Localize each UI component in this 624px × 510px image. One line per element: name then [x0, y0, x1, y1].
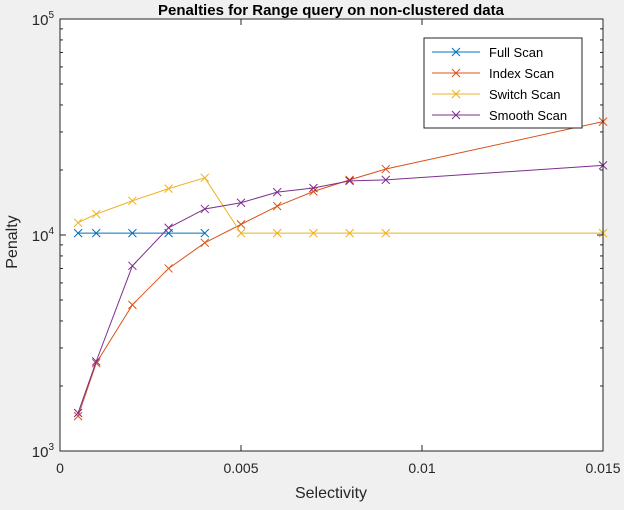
x-tick-label: 0	[56, 460, 64, 476]
full-scan-point	[200, 228, 210, 238]
legend-marker	[451, 110, 461, 120]
switch-scan-point	[309, 228, 318, 238]
smooth-scan-point	[73, 408, 83, 418]
legend-label: Index Scan	[489, 66, 554, 81]
index-scan-point	[236, 220, 246, 229]
smooth-scan-point	[200, 204, 210, 214]
x-axis-label: Selectivity	[295, 485, 367, 502]
index-scan-series	[73, 117, 608, 421]
smooth-scan-point	[164, 223, 173, 233]
legend-item-switch-scan: Switch Scan	[432, 87, 561, 102]
index-scan-point	[272, 201, 282, 211]
legend-marker	[451, 68, 461, 78]
index-scan-point	[73, 411, 83, 421]
switch-scan-point	[164, 184, 173, 193]
x-tick-label: 0.015	[585, 460, 620, 476]
full-scan-series	[73, 228, 210, 238]
full-scan-point	[91, 228, 101, 238]
tick-layer: 0 0.005 0.01 0.015 103 104 105	[32, 10, 621, 476]
series-layer	[73, 117, 608, 421]
switch-scan-point	[345, 228, 354, 238]
switch-scan-series	[73, 173, 608, 238]
switch-scan-point	[200, 173, 210, 183]
legend-item-index-scan: Index Scan	[432, 66, 554, 81]
x-tick-label: 0.005	[223, 460, 258, 476]
smooth-scan-point	[309, 183, 318, 193]
switch-scan-point	[91, 209, 101, 219]
index-scan-point	[128, 300, 137, 310]
smooth-scan-point	[236, 198, 246, 208]
y-tick-label: 104	[32, 226, 55, 245]
index-scan-point	[164, 264, 173, 273]
y-tick-label: 103	[32, 442, 55, 461]
full-scan-point	[73, 228, 83, 238]
index-scan-point	[309, 187, 318, 196]
smooth-scan-point	[91, 357, 101, 366]
switch-scan-point	[73, 218, 83, 228]
switch-scan-point	[236, 228, 246, 238]
legend-label: Full Scan	[489, 45, 543, 60]
legend-label: Smooth Scan	[489, 108, 567, 123]
index-scan-point	[381, 164, 391, 174]
full-scan-point	[128, 228, 137, 238]
legend-marker	[451, 89, 461, 99]
chart-title: Penalties for Range query on non-cluster…	[158, 2, 505, 19]
y-axis-label: Penalty	[4, 215, 21, 268]
smooth-scan-series	[73, 161, 608, 418]
switch-scan-point	[272, 228, 282, 238]
legend-marker	[451, 47, 461, 57]
index-scan-point	[200, 238, 210, 248]
legend-item-smooth-scan: Smooth Scan	[432, 108, 567, 123]
switch-scan-point	[128, 196, 137, 206]
legend: Full Scan Index Scan Switch Scan Smooth Sca…	[423, 37, 583, 129]
legend-box	[423, 37, 583, 129]
x-tick-label: 0.01	[408, 460, 435, 476]
smooth-scan-point	[272, 187, 282, 197]
switch-scan-point	[381, 228, 391, 238]
legend-item-full-scan: Full Scan	[432, 45, 543, 60]
smooth-scan-point	[345, 176, 354, 186]
index-scan-point	[91, 358, 101, 368]
y-tick-label: 105	[32, 10, 55, 29]
legend-label: Switch Scan	[489, 87, 561, 102]
index-scan-point	[345, 175, 354, 185]
smooth-scan-point	[128, 261, 137, 271]
smooth-scan-point	[381, 175, 391, 185]
